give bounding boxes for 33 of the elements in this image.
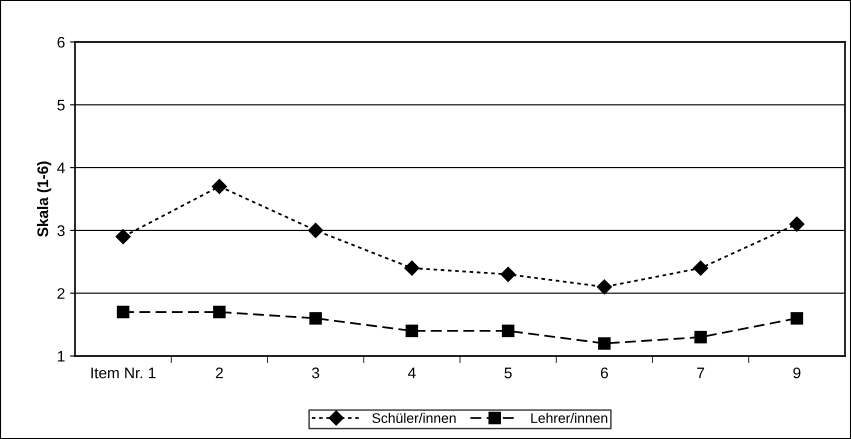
point xyxy=(789,216,804,232)
legend-label: Lehrer/innen xyxy=(531,412,608,424)
point xyxy=(309,312,322,325)
point xyxy=(116,306,130,318)
point xyxy=(598,337,611,350)
point xyxy=(213,306,226,318)
legend-label: Schüler/innen xyxy=(372,412,456,424)
x-tick-label: 9 xyxy=(793,368,800,378)
point xyxy=(212,178,227,194)
y-tick-label: 2 xyxy=(58,288,65,299)
point xyxy=(404,260,420,276)
y-tick-label: 1 xyxy=(58,351,65,362)
x-tick-label: 7 xyxy=(697,368,704,378)
y-tick-label: 6 xyxy=(58,36,65,48)
x-tick-label: 4 xyxy=(408,368,416,378)
point xyxy=(694,330,707,344)
point xyxy=(308,222,324,238)
x-tick-label: Item Nr. 1 xyxy=(91,368,156,378)
point xyxy=(693,260,708,276)
y-tick-label: 3 xyxy=(57,225,65,236)
point xyxy=(406,324,418,338)
point xyxy=(116,229,131,244)
y-axis-title: Skala (1-6) xyxy=(36,162,52,237)
x-tick-label: 6 xyxy=(600,368,608,378)
x-tick-label: 3 xyxy=(312,368,320,378)
x-tick-label: 5 xyxy=(504,368,512,378)
y-tick-label: 4 xyxy=(57,162,65,174)
point xyxy=(790,312,804,325)
point xyxy=(596,279,612,294)
x-tick-label: 2 xyxy=(216,368,223,378)
y-tick-label: 5 xyxy=(57,100,65,110)
point xyxy=(502,324,514,338)
point xyxy=(500,266,516,282)
